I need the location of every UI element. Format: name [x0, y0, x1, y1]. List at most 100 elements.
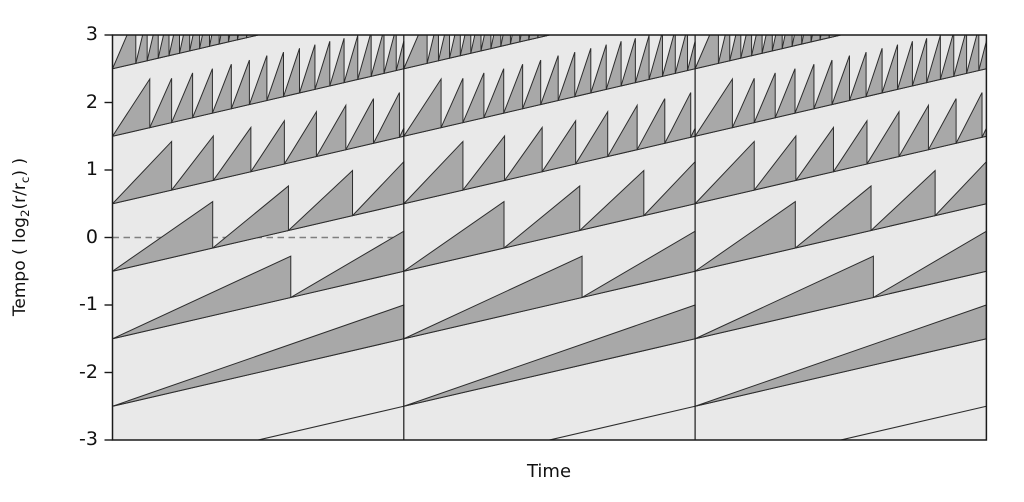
level-1-tooth — [606, 103, 638, 158]
level-2-tooth — [774, 68, 796, 119]
level-1-tooth — [541, 119, 577, 173]
level-1-tooth — [794, 125, 834, 182]
level-3-tooth — [236, 35, 247, 41]
level-3-tooth — [500, 35, 511, 47]
level-3-tooth — [717, 35, 731, 65]
level-2-tooth — [634, 35, 650, 84]
y-tick-label: -3 — [79, 428, 98, 450]
level-1-tooth — [636, 98, 666, 151]
level-1-tooth — [315, 103, 347, 158]
level-1-tooth — [212, 125, 252, 182]
level-1-tooth — [752, 134, 797, 191]
level-1-tooth — [865, 110, 900, 165]
level-3-tooth — [272, 0, 280, 32]
level-3-tooth — [555, 0, 563, 34]
level-3-tooth — [168, 35, 180, 57]
level-1-tooth — [955, 92, 983, 144]
x-axis-label: Time — [526, 461, 572, 482]
level-1-tooth — [503, 125, 543, 182]
level-3-tooth — [694, 35, 719, 70]
level-1-tooth — [283, 110, 317, 165]
level-3-tooth — [761, 35, 773, 54]
level-1-tooth — [898, 103, 929, 158]
level-2-tooth — [148, 78, 173, 129]
level-1-tooth — [249, 119, 285, 173]
level--3-baseline — [255, 405, 404, 440]
level-0-tooth — [694, 200, 796, 272]
level-2-tooth — [230, 59, 250, 110]
level-3-tooth — [781, 35, 793, 50]
level-2-tooth — [865, 48, 883, 98]
level-3-tooth — [509, 35, 521, 45]
level-2-tooth — [357, 35, 372, 81]
panel-2 — [402, 0, 696, 440]
level-2-tooth — [965, 35, 980, 75]
level-2-tooth — [248, 55, 268, 106]
level-2-tooth — [648, 35, 663, 81]
level-2-tooth — [539, 55, 559, 106]
level-3-tooth — [448, 35, 461, 59]
level-2-tooth — [502, 64, 524, 114]
level-3-tooth — [837, 35, 843, 37]
level-3-tooth — [437, 35, 451, 62]
level--1-tooth — [112, 255, 292, 340]
level-2-tooth — [329, 38, 345, 87]
level-3-tooth — [490, 35, 502, 50]
level-2-tooth — [402, 77, 442, 138]
level-2-tooth — [848, 52, 867, 102]
level-3-tooth — [189, 35, 201, 52]
level-2-tooth — [694, 77, 733, 138]
level-3-tooth — [146, 35, 159, 62]
y-axis-label: Tempo ( log2(r/rc) ) — [10, 158, 32, 316]
level-1-tooth — [112, 140, 173, 205]
level-3-tooth — [135, 35, 148, 65]
level-1-tooth — [344, 98, 374, 151]
y-tick-label: 0 — [85, 225, 98, 248]
level-3-tooth — [828, 35, 839, 39]
level--3-baseline — [547, 405, 696, 440]
level-3-tooth — [810, 35, 821, 43]
level-3-tooth — [157, 35, 170, 59]
level-2-tooth — [462, 72, 485, 124]
y-tick-label: 2 — [85, 90, 98, 113]
level-3-tooth — [470, 35, 482, 54]
level--3-baseline — [838, 405, 987, 440]
level-2-tooth — [605, 41, 622, 91]
level-2-tooth — [590, 44, 607, 94]
level-0-tooth — [503, 184, 581, 249]
level-3-tooth — [480, 35, 492, 52]
level-2-tooth — [574, 48, 592, 98]
level-2-tooth — [831, 55, 850, 106]
level-3-tooth — [791, 35, 803, 47]
level-2-tooth — [911, 38, 928, 87]
level-0-tooth — [794, 184, 872, 249]
y-tick-label: 3 — [85, 23, 98, 45]
level--1-tooth — [694, 255, 874, 340]
level-2-tooth — [483, 68, 505, 119]
level-0-tooth — [212, 184, 289, 249]
level-0-tooth — [578, 169, 645, 232]
level-2-tooth — [794, 64, 815, 114]
level-2-tooth — [211, 64, 232, 114]
level-3-tooth — [426, 35, 439, 65]
level-1-tooth — [402, 140, 464, 205]
level-2-tooth — [298, 44, 316, 94]
level-3-tooth — [855, 0, 863, 32]
level-3-tooth — [198, 35, 210, 50]
level-1-tooth — [832, 119, 868, 173]
panel-1 — [112, 0, 405, 440]
level-3-tooth — [801, 35, 812, 45]
level-3-tooth — [245, 35, 256, 39]
level-1-tooth — [927, 98, 957, 151]
level-2-tooth — [620, 38, 636, 87]
level-1-tooth — [574, 110, 609, 165]
level-0-tooth — [403, 200, 505, 272]
level-2-tooth — [191, 68, 213, 119]
level-3-tooth — [563, 0, 571, 32]
level-2-tooth — [383, 35, 397, 75]
level-3-tooth — [254, 35, 261, 37]
level-2-tooth — [370, 35, 385, 77]
level-1-tooth — [170, 134, 214, 191]
y-tick-label: -2 — [79, 360, 98, 383]
level-3-tooth — [740, 35, 753, 59]
